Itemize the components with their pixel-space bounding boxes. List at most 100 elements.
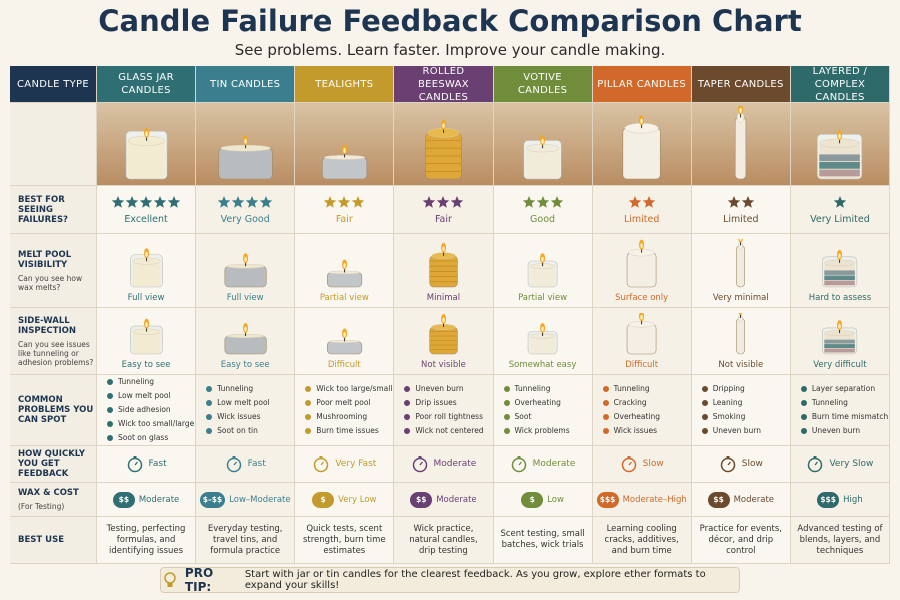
column-name: TEALIGHTS [315, 78, 374, 90]
problem-text: Burn time mismatch [811, 412, 889, 421]
best-use-cell: Wick practice, natural candles, drip tes… [394, 517, 494, 564]
candle-photo [691, 103, 791, 186]
feedback-value: Fast [247, 459, 266, 469]
star [167, 195, 181, 208]
column-header: TIN CANDLES [196, 66, 296, 103]
side-wall-cell: Easy to see [196, 308, 296, 375]
problem-item: Layer separation [800, 382, 875, 396]
cost-cell: $$ Moderate [691, 483, 791, 517]
candle-body [736, 317, 746, 354]
flame [738, 312, 743, 315]
problem-icon [503, 400, 510, 406]
stopwatch-crown [813, 456, 817, 458]
stopwatch-icon [808, 456, 823, 473]
flame-core [243, 138, 247, 144]
problem-icon [404, 414, 411, 420]
problems-cell: Layer separation Tunneling Burn time misma… [790, 375, 890, 446]
melt-pool-cell: Partial view [295, 234, 395, 308]
row-label: BEST USE [10, 517, 97, 564]
problem-item: Tunneling [602, 382, 650, 396]
layer [824, 275, 856, 280]
flame-core [541, 256, 544, 262]
flame-core [838, 323, 842, 329]
stopwatch-crown [627, 456, 631, 458]
stopwatch-hand [419, 461, 423, 466]
problem-icon [503, 414, 510, 420]
melt-pool-value: Hard to assess [808, 292, 872, 303]
cost-icon: $$ [112, 491, 135, 508]
problem-icon [404, 400, 411, 406]
problem-text: Soot [514, 412, 532, 421]
flame-core [838, 133, 842, 139]
stopwatch [127, 457, 142, 473]
stopwatch-hand [134, 461, 138, 466]
melt-pool-value: Minimal [426, 292, 461, 303]
stopwatch [412, 457, 427, 473]
stopwatch-crown [517, 456, 521, 458]
feedback-cell: Moderate [493, 446, 593, 483]
layer [824, 343, 856, 348]
best-cell: Limited [691, 186, 791, 234]
column-header: TAPER CANDLES [691, 66, 791, 103]
problem-icon [404, 428, 411, 434]
feedback-value: Slow [642, 459, 664, 469]
column-header: ROLLED BEESWAX CANDLES [394, 66, 494, 103]
best-cell: Fair [394, 186, 494, 234]
candle-illustration [224, 252, 267, 287]
problem-item: Wick issues [206, 410, 260, 424]
side-wall-value: Difficult [327, 359, 361, 370]
cost-value: Moderate [733, 494, 775, 505]
row-note: Can you see how wax melts? [18, 273, 83, 292]
problem-item: Wick not centered [404, 424, 484, 438]
candle-wax [132, 330, 160, 353]
flame-core [442, 317, 445, 322]
side-wall-cell: Easy to see [97, 308, 197, 375]
column-name: PILLAR CANDLES [597, 78, 687, 90]
side-wall-value: Easy to see [121, 359, 171, 370]
problem-text: Poor melt pool [316, 398, 371, 407]
problem-icon [206, 386, 213, 392]
problem-text: Uneven burn [415, 384, 464, 393]
flame-core [640, 314, 643, 320]
star-rating [833, 195, 847, 208]
cost-icon: $$ [410, 491, 433, 508]
row-note: Can you see issues like tunneling or adh… [18, 339, 94, 367]
candle-illustration [735, 105, 747, 179]
candle-illustration [626, 239, 657, 287]
problem-item: Dripping [701, 382, 745, 396]
best-cell: Good [493, 186, 593, 234]
problem-item: Wick issues [602, 424, 657, 438]
cost-value: Low [547, 494, 564, 505]
label-blank [10, 103, 97, 186]
problem-icon [800, 386, 807, 392]
star [642, 195, 655, 208]
problem-item: Drip issues [404, 396, 457, 410]
problem-icon [800, 428, 807, 434]
cost-icon: $–$$ [199, 491, 226, 508]
layer [824, 339, 856, 344]
layer [824, 280, 856, 285]
problem-item: Soot [503, 410, 532, 424]
star [139, 195, 153, 208]
flame-core [541, 326, 544, 331]
problem-item: Uneven burn [404, 382, 464, 396]
stopwatch-icon [720, 456, 736, 473]
corner-header: CANDLE TYPE [10, 66, 97, 103]
candle-illustration [822, 319, 858, 354]
problem-item: Tunneling [107, 375, 154, 389]
problem-text: Cracking [613, 398, 647, 407]
stopwatch-crown [319, 456, 323, 458]
problem-icon [602, 428, 609, 434]
stopwatch-crown [133, 456, 137, 458]
candle-illustration [218, 134, 273, 179]
candle-wax [525, 146, 560, 178]
feedback-value: Moderate [532, 459, 576, 469]
best-use-cell: Everyday testing, travel tins, and formu… [196, 517, 296, 564]
best-use-text: Testing, perfecting formulas, and identi… [106, 523, 186, 556]
feedback-value: Slow [741, 459, 763, 469]
problem-icon [107, 435, 113, 441]
cost-cell: $$ Moderate [394, 483, 494, 517]
problem-text: Wick too large/small [316, 384, 393, 393]
cost-value: Very Low [338, 494, 377, 505]
column-name: ROLLED BEESWAX CANDLES [417, 66, 469, 103]
